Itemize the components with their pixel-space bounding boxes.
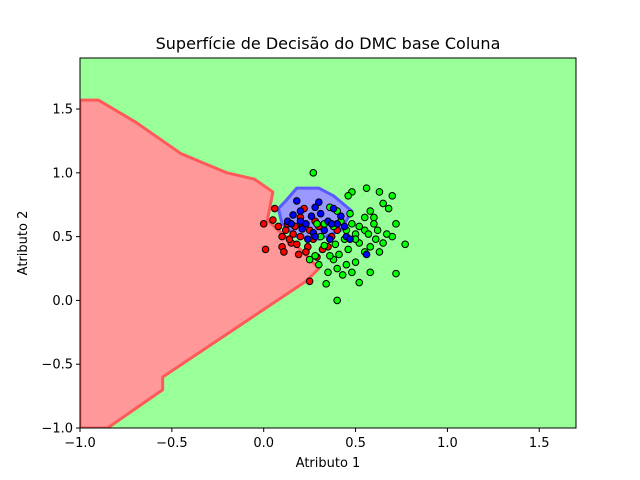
y-axis-ticks: −1.0 −0.5 0.0 0.5 1.0 1.5 bbox=[41, 103, 80, 437]
data-point bbox=[392, 220, 400, 228]
data-point bbox=[355, 222, 364, 231]
data-point bbox=[346, 235, 354, 243]
data-point bbox=[315, 260, 323, 269]
data-point bbox=[280, 248, 288, 256]
data-point bbox=[401, 240, 409, 249]
data-point bbox=[320, 241, 329, 250]
data-point bbox=[344, 191, 353, 200]
data-point bbox=[355, 278, 364, 287]
data-point bbox=[337, 212, 345, 221]
data-point bbox=[285, 235, 294, 243]
data-point bbox=[331, 240, 340, 249]
data-point bbox=[320, 226, 329, 235]
data-point bbox=[329, 204, 338, 213]
data-point bbox=[360, 213, 369, 222]
data-point bbox=[342, 260, 351, 269]
data-point bbox=[348, 220, 356, 228]
data-point bbox=[379, 239, 387, 247]
data-point bbox=[388, 191, 397, 200]
x-tick-label: 0.5 bbox=[345, 436, 366, 451]
data-point bbox=[315, 198, 323, 206]
x-axis-ticks: −1.0 −0.5 0.0 0.5 1.0 1.5 bbox=[64, 428, 550, 451]
data-point bbox=[333, 264, 341, 273]
data-point bbox=[366, 243, 375, 251]
data-point bbox=[296, 207, 305, 215]
data-point bbox=[373, 226, 382, 235]
data-point bbox=[296, 217, 305, 226]
data-point bbox=[362, 250, 371, 259]
data-point bbox=[294, 250, 303, 259]
x-tick-label: −0.5 bbox=[156, 436, 188, 451]
data-point bbox=[366, 268, 375, 277]
data-point bbox=[305, 277, 314, 286]
data-point bbox=[296, 232, 305, 241]
data-point bbox=[340, 222, 349, 231]
y-tick-label: 1.5 bbox=[52, 103, 73, 118]
data-point bbox=[370, 220, 378, 228]
y-tick-label: 0.5 bbox=[52, 230, 73, 245]
data-point bbox=[298, 225, 307, 233]
data-point bbox=[375, 188, 384, 196]
data-point bbox=[278, 232, 286, 241]
x-tick-label: 0.0 bbox=[253, 436, 274, 451]
data-point bbox=[375, 248, 384, 256]
data-point bbox=[335, 250, 343, 259]
data-point bbox=[313, 220, 321, 228]
data-point bbox=[309, 169, 318, 177]
y-tick-label: 0.0 bbox=[52, 294, 73, 309]
data-point bbox=[311, 203, 319, 212]
data-point bbox=[322, 280, 330, 288]
data-point bbox=[326, 251, 334, 260]
x-tick-label: 1.0 bbox=[437, 436, 458, 451]
data-point bbox=[327, 220, 336, 228]
data-point bbox=[344, 245, 353, 254]
y-tick-label: −0.5 bbox=[41, 358, 73, 373]
y-tick-label: 1.0 bbox=[52, 166, 73, 181]
data-point bbox=[346, 209, 354, 218]
data-point bbox=[292, 240, 301, 249]
plot-frame bbox=[79, 57, 577, 429]
plot-area bbox=[80, 58, 576, 428]
data-point bbox=[364, 230, 373, 238]
data-point bbox=[348, 268, 356, 277]
data-point bbox=[338, 271, 347, 279]
data-point bbox=[316, 209, 325, 218]
data-point bbox=[371, 235, 380, 243]
data-point bbox=[281, 226, 290, 235]
data-point bbox=[269, 216, 277, 224]
data-point bbox=[289, 230, 297, 238]
data-point bbox=[392, 269, 400, 278]
data-point bbox=[326, 235, 334, 243]
data-point bbox=[379, 199, 387, 208]
data-point bbox=[311, 251, 319, 260]
data-point bbox=[370, 213, 378, 222]
data-point bbox=[382, 230, 391, 238]
data-point bbox=[259, 220, 268, 228]
data-point bbox=[261, 245, 270, 254]
data-point bbox=[292, 197, 301, 205]
data-point bbox=[333, 296, 341, 305]
data-point bbox=[303, 235, 312, 243]
data-point bbox=[302, 248, 310, 256]
data-point bbox=[384, 204, 393, 213]
data-point bbox=[351, 258, 360, 266]
y-axis-label: Atributo 2 bbox=[16, 211, 31, 276]
decision-region-red bbox=[80, 98, 321, 428]
data-point bbox=[366, 207, 375, 215]
x-axis-label: Atributo 1 bbox=[296, 456, 361, 471]
x-tick-label: −1.0 bbox=[64, 436, 96, 451]
chart-title: Superfície de Decisão do DMC base Coluna bbox=[156, 34, 501, 53]
data-point bbox=[311, 232, 319, 241]
data-point bbox=[307, 212, 316, 221]
data-point bbox=[305, 255, 314, 264]
data-point bbox=[274, 222, 283, 231]
data-point bbox=[270, 204, 279, 213]
data-point bbox=[287, 220, 296, 228]
data-point bbox=[362, 184, 371, 192]
data-point bbox=[324, 268, 332, 277]
y-tick-label: −1.0 bbox=[41, 422, 73, 437]
x-tick-label: 1.5 bbox=[529, 436, 550, 451]
data-point bbox=[289, 211, 297, 219]
